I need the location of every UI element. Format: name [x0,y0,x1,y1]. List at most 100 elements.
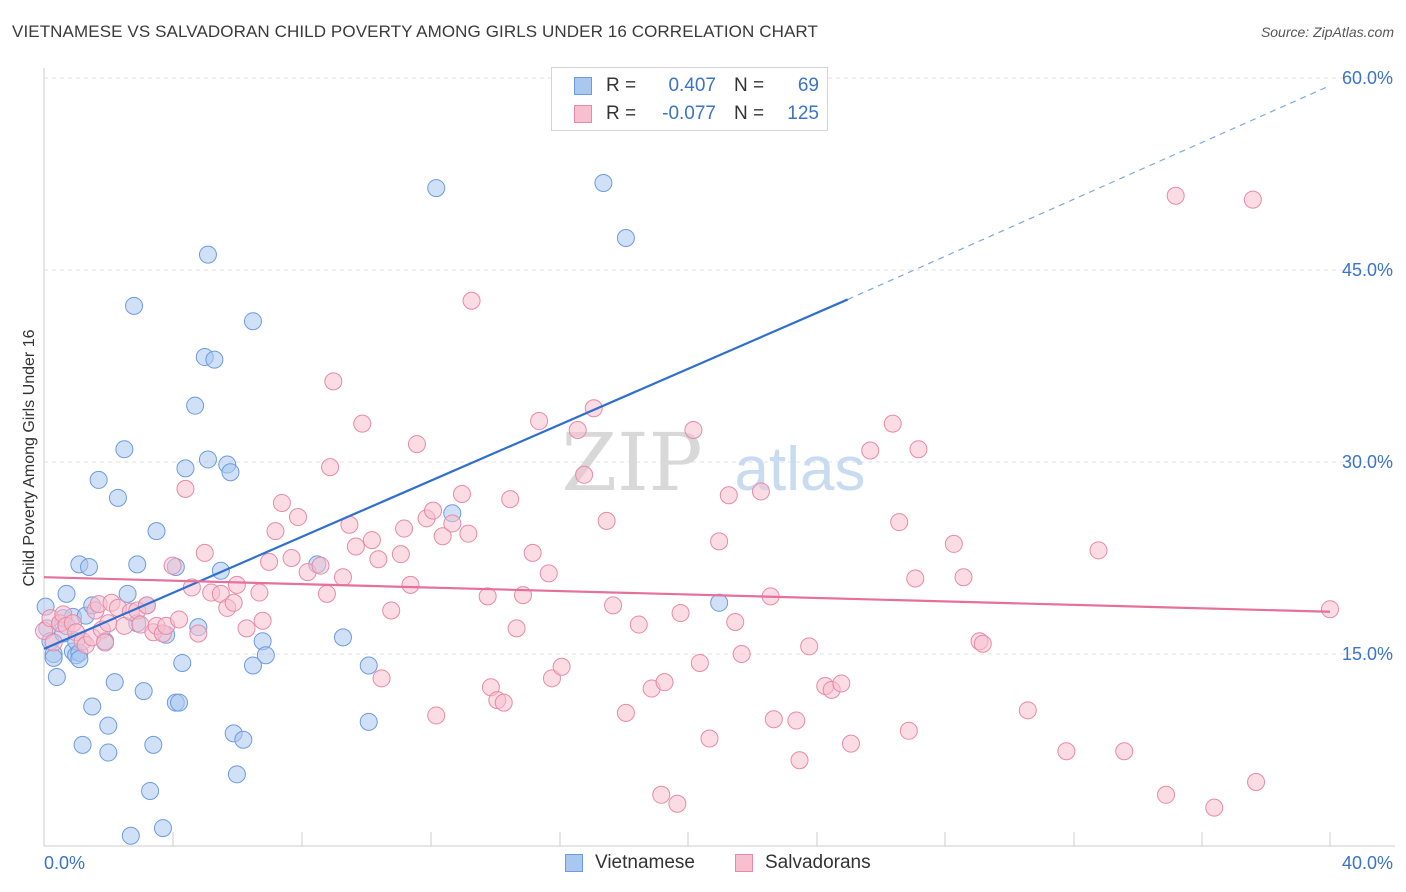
salvadoran-point [787,711,806,730]
x-tick-label: 0.0% [44,853,85,873]
salvadoran-point [333,568,352,587]
salvadoran-point [501,490,520,509]
salvadoran-point [433,527,452,546]
salvadoran-point [899,721,918,740]
vietnamese-point [80,557,99,576]
salvadoran-point [671,604,690,623]
salvadoran-point [369,550,388,569]
vietnamese-point [616,229,635,247]
salvadoran-point [790,751,809,770]
vietnamese-point [243,656,262,675]
salvadoran-point [1018,701,1037,720]
salvadoran-point [690,653,709,672]
salvadoran-point [616,703,635,722]
vietnamese-point [170,693,189,712]
salvadoran-point [568,421,587,439]
vietnamese-point [176,459,195,478]
legend-row-salvadorans: R = -0.077 N = 125 [574,102,819,126]
salvadoran-point [1166,186,1185,205]
salvadoran-point [382,601,401,620]
y-tick-label: 60.0% [1342,68,1393,88]
salvadoran-point [732,645,751,663]
bottom-legend-swatch-salvadorans [735,854,753,872]
bottom-legend-label-vietnamese: Vietnamese [595,852,695,873]
grid [44,77,1395,655]
salvadoran-point [288,508,307,527]
legend-swatch-vietnamese [574,77,592,95]
salvadoran-point [1057,742,1076,761]
bottom-legend-salvadorans: Salvadorans [735,852,871,874]
salvadoran-point [944,534,963,553]
vietnamese-point [256,646,275,665]
vietnamese-point [333,628,352,647]
salvadoran-point [424,501,443,520]
salvadoran-point [726,613,745,631]
vietnamese-point [153,819,172,838]
salvadoran-point [96,633,115,652]
source-label: Source: ZipAtlas.com [1260,24,1394,40]
salvadoran-point [883,414,902,433]
data-points [35,173,1339,845]
salvadoran-point [684,421,703,439]
salvadoran-point [311,556,330,575]
salvadoran-point [282,549,301,567]
vietnamese-point [359,656,378,675]
salvadoran-point [224,593,243,612]
salvadoran-point [1243,190,1262,209]
legend-n-label: N = [734,75,765,96]
salvadoran-point [372,669,391,688]
salvadoran-point [324,372,343,391]
salvadoran-point [542,669,561,688]
chart-title: VIETNAMESE VS SALVADORAN CHILD POVERTY A… [12,22,818,41]
salvadoran-point [1157,785,1176,804]
vietnamese-point [205,350,224,369]
vietnamese-point [47,668,66,687]
salvadoran-point [710,532,729,551]
salvadoran-point [266,522,285,541]
vietnamese-point [198,450,217,469]
salvadoran-point [1089,541,1108,560]
bottom-legend-label-salvadorans: Salvadorans [765,852,871,873]
vietnamese-point [227,765,246,784]
legend-r-label: R = [606,75,637,96]
correlation-legend: R = 0.407 N = 69 R = -0.077 N = 125 [551,67,828,131]
salvadoran-point [1247,773,1266,791]
salvadoran-point [575,465,594,484]
salvadoran-point [443,514,462,533]
legend-n-label: N = [734,103,765,124]
vietnamese-point [594,173,613,192]
vietnamese-point [99,716,118,735]
vietnamese-point [125,296,144,315]
salvadoran-point [317,584,336,603]
y-tick-label: 45.0% [1342,260,1393,280]
salvadoran-point [1321,600,1339,619]
vietnamese-point [99,743,118,762]
salvadoran-point [954,568,973,587]
salvadoran-point [668,794,687,813]
salvadoran-point [832,674,851,693]
salvadoran-point [260,552,279,571]
salvadoran-point [452,485,471,503]
salvadoran-point [906,569,925,588]
y-tick-label: 30.0% [1342,452,1393,472]
legend-r-value: -0.077 [662,103,716,124]
vietnamese-point [115,440,134,459]
vietnamese-point [147,522,166,541]
vietnamese-point [173,653,192,672]
vietnamese-point [243,312,262,331]
salvadoran-point [459,524,478,543]
salvadoran-point [909,440,928,459]
vietnamese-point [73,735,92,754]
axes [43,68,1395,847]
salvadoran-point [973,634,992,653]
salvadoran-point [652,785,671,804]
bottom-legend-vietnamese: Vietnamese [565,852,695,874]
salvadoran-point [1115,742,1134,761]
salvadoran-point [170,610,189,629]
legend-swatch-salvadorans [574,105,592,123]
salvadoran-point [764,710,783,729]
vietnamese-trend-line [43,298,849,650]
salvadoran-point [237,619,256,638]
y-tick-label: 15.0% [1342,644,1393,664]
salvadoran-point [391,545,410,564]
